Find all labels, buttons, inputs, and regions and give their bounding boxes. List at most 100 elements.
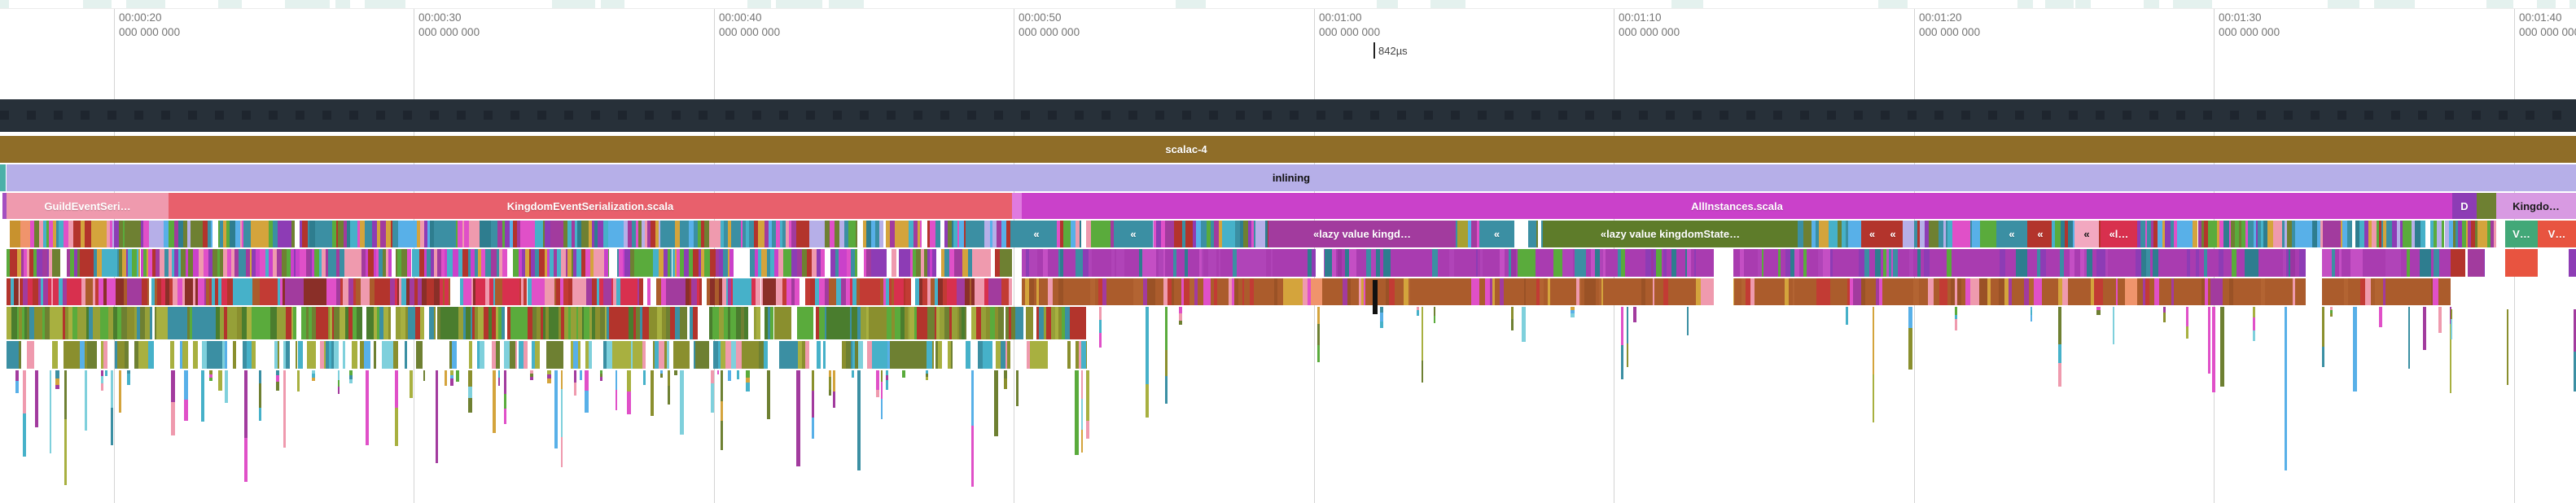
flame-stripe[interactable] (772, 249, 774, 277)
frame[interactable] (0, 164, 6, 191)
flame-stripe[interactable] (1366, 249, 1372, 277)
flame-stripe[interactable] (490, 221, 496, 247)
flame-stripe[interactable] (206, 341, 223, 369)
flame-stripe[interactable] (763, 278, 776, 305)
flame-stripe[interactable] (127, 307, 131, 339)
flame-stripe[interactable] (488, 307, 492, 339)
flame-spike[interactable] (811, 370, 814, 391)
flame-spike[interactable] (15, 381, 20, 394)
flame-stripe[interactable] (20, 249, 24, 277)
flame-stripe[interactable] (231, 278, 234, 305)
flame-stripe[interactable] (1606, 249, 1612, 277)
flame-stripe[interactable] (142, 249, 147, 277)
flame-spike[interactable] (208, 374, 213, 378)
flame-stripe[interactable] (2386, 221, 2392, 247)
flame-spike[interactable] (2573, 309, 2576, 352)
flame-stripe[interactable] (979, 278, 985, 305)
flame-stripe[interactable] (1924, 249, 1930, 277)
flame-stripe[interactable] (2193, 221, 2198, 247)
flame-stripe[interactable] (572, 221, 576, 247)
flame-stripe[interactable] (1691, 249, 1694, 277)
flame-stripe[interactable] (1641, 278, 1645, 305)
flame-stripe[interactable] (177, 278, 182, 305)
flame-stripe[interactable] (1601, 278, 1603, 305)
flame-stripe[interactable] (2211, 221, 2217, 247)
flame-stripe[interactable] (250, 221, 269, 247)
flame-stripe[interactable] (2273, 221, 2283, 247)
flame-stripe[interactable] (1473, 249, 1476, 277)
flame-stripe[interactable] (914, 278, 919, 305)
flame-stripe[interactable] (1617, 249, 1621, 277)
flame-stripe[interactable] (1359, 278, 1361, 305)
flame-stripe[interactable] (28, 307, 35, 339)
flame-stripe[interactable] (85, 307, 90, 339)
flame-stripe[interactable] (913, 307, 917, 339)
flame-stripe[interactable] (694, 221, 699, 247)
flame-stripe[interactable] (1071, 221, 1076, 247)
flame-stripe[interactable] (33, 249, 37, 277)
flame-spike[interactable] (2438, 307, 2442, 334)
flame-stripe[interactable] (1395, 249, 1399, 277)
flame-stripe[interactable] (773, 249, 779, 277)
flame-stripe[interactable] (769, 307, 774, 339)
flame-stripe[interactable] (1943, 278, 1948, 305)
flame-spike[interactable] (312, 377, 316, 381)
flame-stripe[interactable] (2101, 278, 2104, 305)
flame-stripe[interactable] (1111, 221, 1115, 247)
flame-spike[interactable] (1873, 307, 1875, 374)
flame-stripe[interactable] (366, 249, 368, 277)
flame-stripe[interactable] (33, 278, 39, 305)
selection-marker[interactable] (1373, 280, 1378, 314)
flame-stripe[interactable] (488, 249, 491, 277)
flame-stripe[interactable] (1837, 221, 1842, 247)
flame-spike[interactable] (2058, 363, 2061, 387)
flame-stripe[interactable] (1026, 249, 1029, 277)
flame-stripe[interactable] (725, 278, 729, 305)
flame-stripe[interactable] (1471, 221, 1477, 247)
flame-stripe[interactable] (222, 341, 225, 369)
flame-stripe[interactable] (545, 221, 550, 247)
flame-stripe[interactable] (294, 249, 296, 277)
flame-spike[interactable] (2573, 351, 2576, 392)
flame-stripe[interactable] (990, 307, 995, 339)
flame-spike[interactable] (337, 380, 340, 387)
flame-stripe[interactable] (357, 307, 362, 339)
flame-stripe[interactable] (1811, 221, 1816, 247)
flame-stripe[interactable] (291, 249, 295, 277)
flame-stripe[interactable] (1806, 221, 1812, 247)
flame-stripe[interactable] (1435, 278, 1452, 305)
flame-stripe[interactable] (1701, 278, 1706, 305)
flame-stripe[interactable] (1283, 278, 1303, 305)
flame-stripe[interactable] (917, 221, 921, 247)
flame-stripe[interactable] (466, 278, 471, 305)
flame-stripe[interactable] (918, 278, 923, 305)
flame-stripe[interactable] (735, 307, 741, 339)
flame-stripe[interactable] (1330, 249, 1332, 277)
flame-stripe[interactable] (1386, 278, 1390, 305)
flame-stripe[interactable] (1803, 249, 1807, 277)
flame-stripe[interactable] (155, 249, 160, 277)
flame-stripe[interactable] (367, 341, 371, 369)
flame-stripe[interactable] (1581, 278, 1584, 305)
flame-stripe[interactable] (760, 278, 764, 305)
flame-stripe[interactable] (1058, 278, 1063, 305)
flame-stripe[interactable] (2331, 249, 2336, 277)
flame-spike[interactable] (680, 370, 684, 435)
flame-stripe[interactable] (976, 249, 991, 277)
flame-stripe[interactable] (195, 278, 198, 305)
flame-stripe[interactable] (2142, 278, 2145, 305)
flame-stripe[interactable] (949, 307, 952, 339)
flame-stripe[interactable] (379, 307, 384, 339)
flame-stripe[interactable] (497, 221, 503, 247)
flame-stripe[interactable] (931, 249, 936, 277)
flame-spike[interactable] (493, 370, 497, 434)
flame-stripe[interactable] (1861, 278, 1866, 305)
flame-stripe[interactable] (669, 307, 676, 339)
flame-spike[interactable] (1004, 370, 1008, 379)
flame-stripe[interactable] (1499, 278, 1505, 305)
flame-stripe[interactable] (1005, 307, 1009, 339)
flame-stripe[interactable] (370, 221, 372, 247)
flame-stripe[interactable] (256, 249, 261, 277)
flame-stripe[interactable] (167, 307, 173, 339)
flame-stripe[interactable] (1266, 249, 1271, 277)
